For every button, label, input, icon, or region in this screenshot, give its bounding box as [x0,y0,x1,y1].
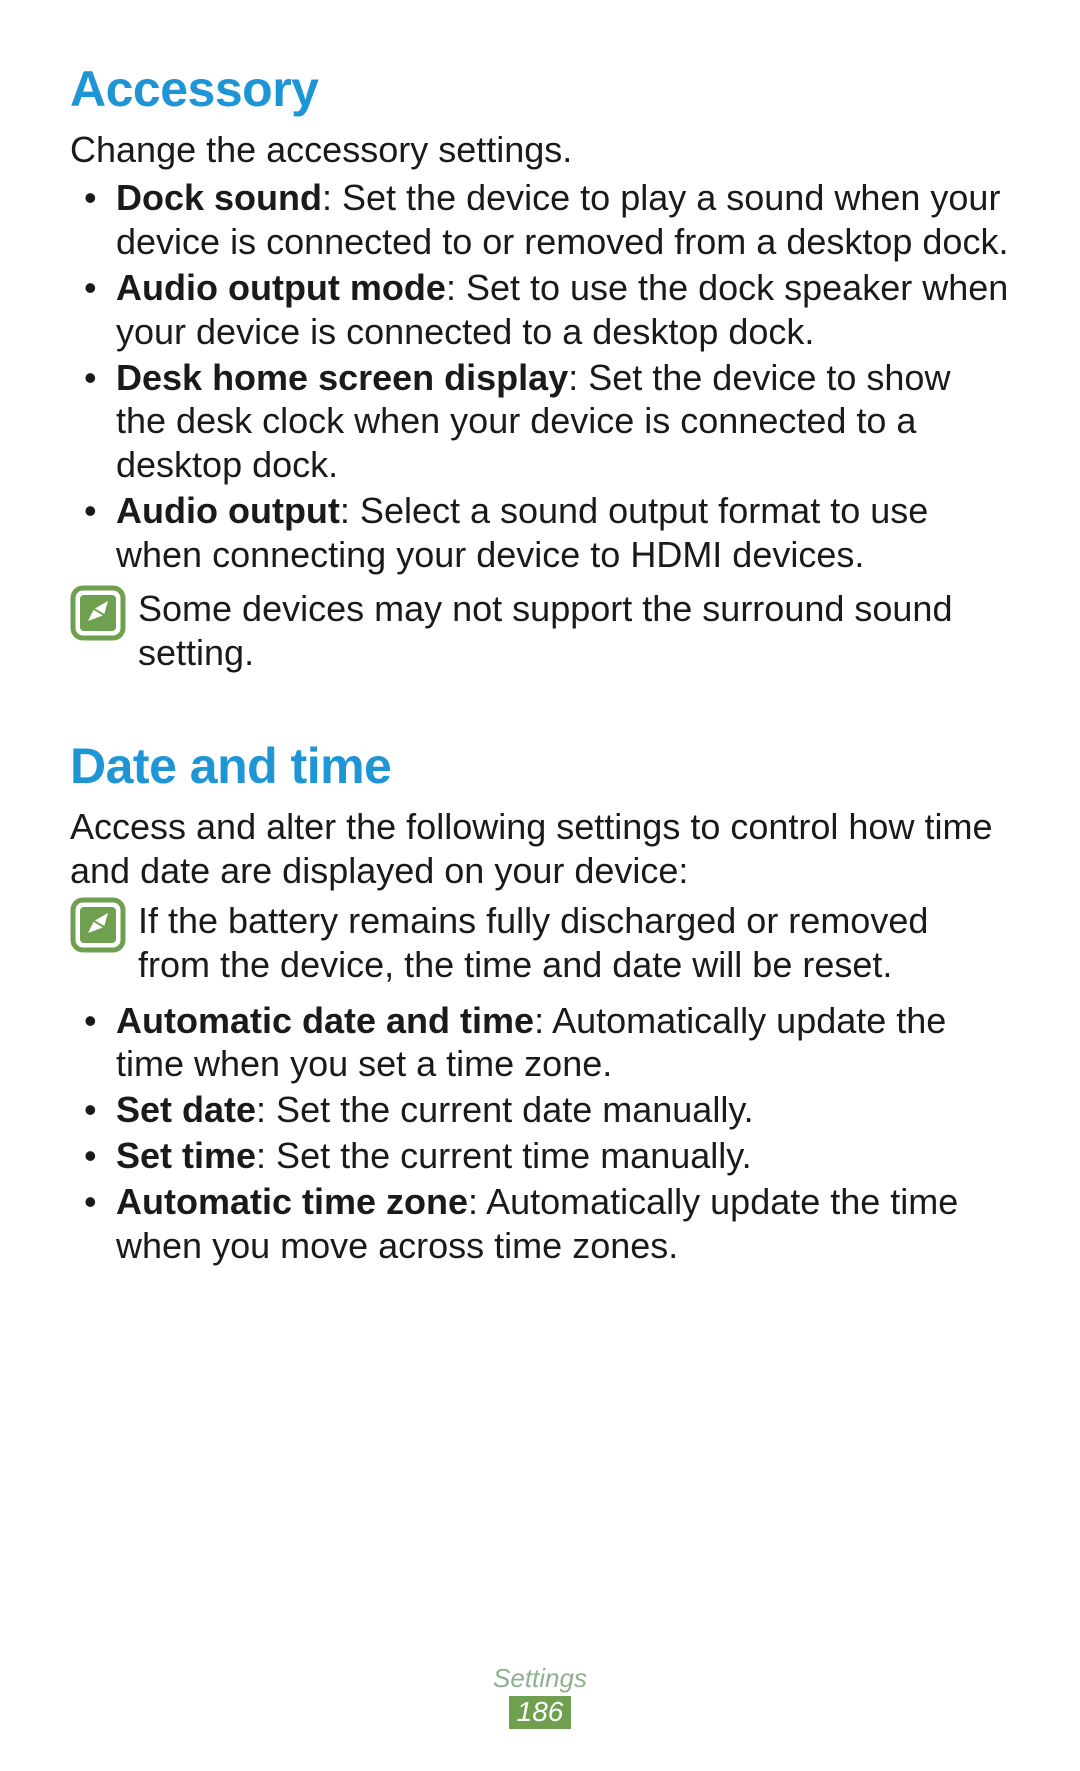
note-text: If the battery remains fully discharged … [138,897,1010,987]
section-intro: Access and alter the following settings … [70,805,1010,893]
list-item: Set time: Set the current time manually. [70,1134,1010,1178]
list-item: Dock sound: Set the device to play a sou… [70,176,1010,264]
list-desc: : Set the current time manually. [256,1135,752,1176]
manual-page: Accessory Change the accessory settings.… [0,0,1080,1771]
list-term: Audio output mode [116,267,446,308]
list-item: Automatic date and time: Automatically u… [70,999,1010,1087]
list-term: Dock sound [116,177,322,218]
list-term: Desk home screen display [116,357,568,398]
list-desc: : Set the current date manually. [256,1089,754,1130]
bullet-list: Dock sound: Set the device to play a sou… [70,176,1010,577]
list-item: Desk home screen display: Set the device… [70,356,1010,488]
note-icon [70,585,138,641]
list-term: Automatic date and time [116,1000,534,1041]
note-block: If the battery remains fully discharged … [70,897,1010,987]
note-text: Some devices may not support the surroun… [138,585,1010,675]
footer-section-label: Settings [0,1663,1080,1694]
section-intro: Change the accessory settings. [70,128,1010,172]
list-item: Automatic time zone: Automatically updat… [70,1180,1010,1268]
list-term: Set time [116,1135,256,1176]
list-term: Automatic time zone [116,1181,468,1222]
section-heading-accessory: Accessory [70,60,1010,118]
page-footer: Settings 186 [0,1663,1080,1729]
section-heading-date-time: Date and time [70,737,1010,795]
list-item: Audio output mode: Set to use the dock s… [70,266,1010,354]
note-block: Some devices may not support the surroun… [70,585,1010,675]
bullet-list: Automatic date and time: Automatically u… [70,999,1010,1268]
list-item: Audio output: Select a sound output form… [70,489,1010,577]
footer-page-number: 186 [509,1696,572,1729]
list-item: Set date: Set the current date manually. [70,1088,1010,1132]
list-term: Set date [116,1089,256,1130]
note-icon [70,897,138,953]
list-term: Audio output [116,490,340,531]
